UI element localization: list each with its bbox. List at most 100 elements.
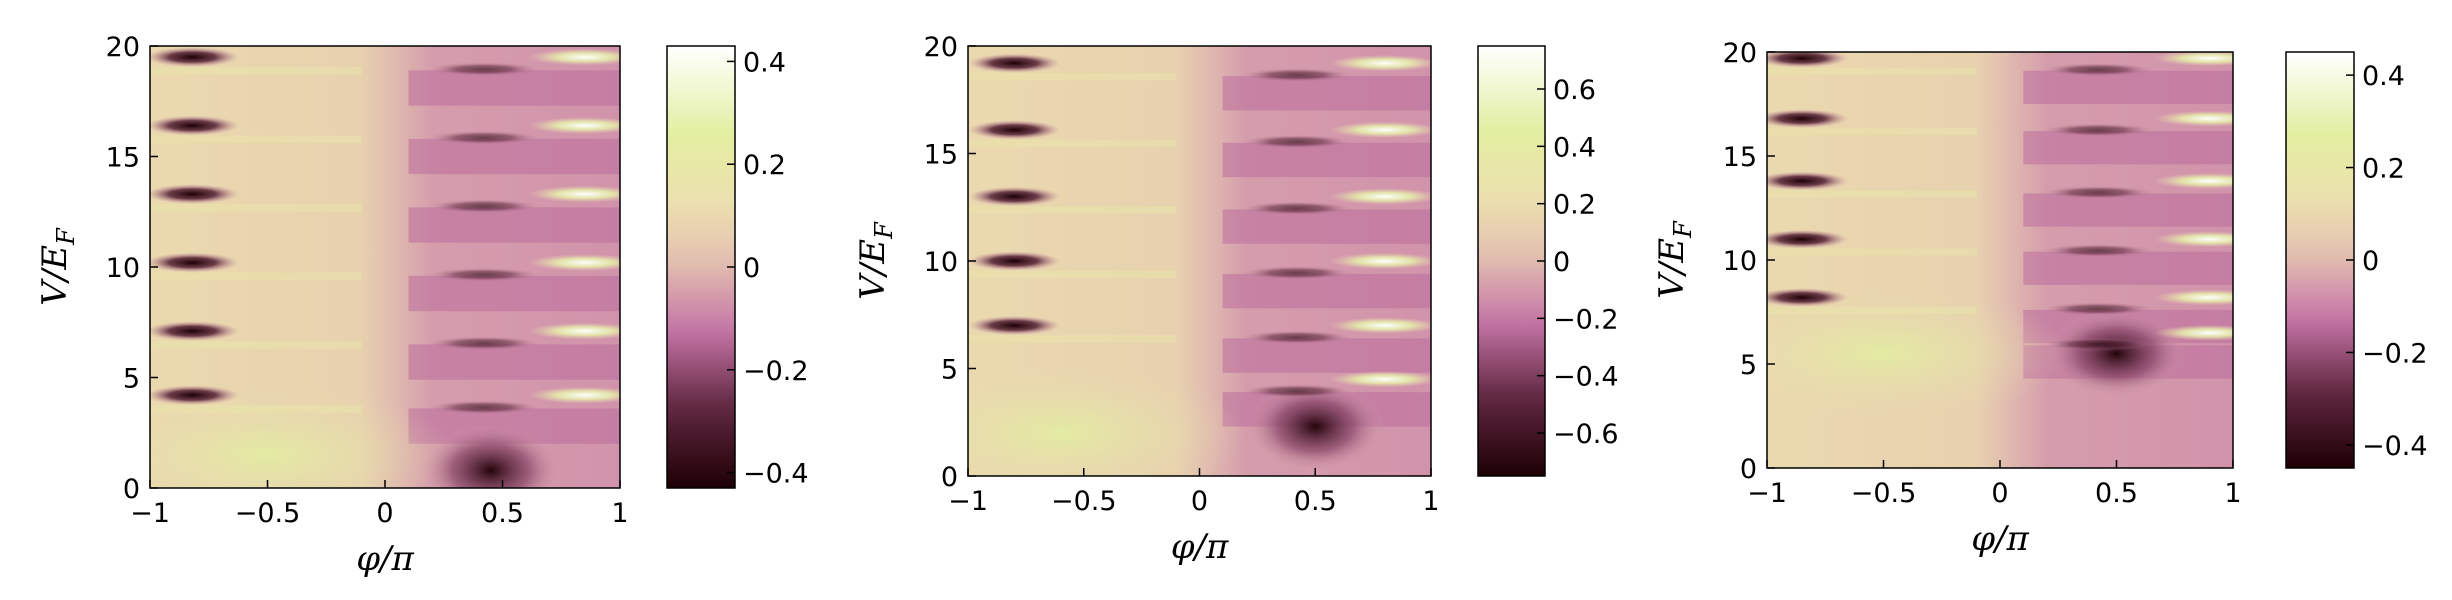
colorbar-tick-label: 0 bbox=[743, 253, 760, 284]
band bbox=[2023, 70, 2233, 104]
band bbox=[1222, 338, 1431, 373]
dark-streak-right bbox=[427, 336, 541, 351]
colorbar-tick-label: −0.2 bbox=[1553, 304, 1619, 335]
colorbar-tick-label: −0.4 bbox=[2362, 431, 2428, 462]
dark-streak-right bbox=[427, 267, 541, 282]
dark-streak bbox=[1767, 52, 1849, 68]
dark-streak-right bbox=[2041, 337, 2154, 351]
dark-blob bbox=[420, 423, 562, 488]
bright-streak bbox=[528, 117, 620, 134]
bright-streak bbox=[528, 322, 620, 340]
y-tick-label: 15 bbox=[1723, 142, 1757, 173]
light-stripe bbox=[150, 405, 362, 413]
heatmap-body bbox=[968, 46, 1431, 476]
heatmap-panel-3: −1 −0.5 0 0.5 105101520φ/πV/EF−0.4−0.200.20.… bbox=[1652, 38, 2428, 559]
colorbar-tick-label: −0.4 bbox=[1553, 362, 1619, 393]
bright-streak bbox=[528, 254, 620, 271]
x-tick-label: 1 bbox=[1422, 486, 1439, 517]
dark-streak-right bbox=[427, 199, 541, 214]
light-stripe bbox=[968, 139, 1177, 148]
dark-streak bbox=[968, 186, 1061, 207]
band bbox=[408, 275, 620, 312]
dark-streak-right bbox=[1241, 384, 1353, 398]
dark-streak bbox=[150, 252, 240, 273]
bright-streak bbox=[2153, 173, 2233, 189]
heatmap-body bbox=[1767, 52, 2233, 468]
colorbar bbox=[1477, 45, 1546, 477]
x-tick-label: 1 bbox=[2224, 478, 2241, 509]
dark-streak-right bbox=[2041, 243, 2154, 258]
x-tick-label: −1 bbox=[130, 498, 170, 529]
colorbar-tick-label: −0.2 bbox=[2362, 338, 2428, 369]
dark-streak-right bbox=[2041, 302, 2154, 316]
bright-streak bbox=[1329, 317, 1431, 334]
dark-streak-right bbox=[2041, 63, 2154, 77]
y-tick-label: 15 bbox=[924, 140, 958, 171]
x-tick-label: 0 bbox=[1191, 486, 1208, 517]
dark-streak bbox=[150, 184, 240, 205]
light-stripe bbox=[968, 270, 1177, 279]
dark-streak-right bbox=[1241, 330, 1353, 345]
y-tick-label: 0 bbox=[941, 462, 958, 493]
x-axis-title: φ/π bbox=[356, 539, 414, 579]
colorbar-tick-label: −0.6 bbox=[1553, 419, 1619, 450]
bright-streak bbox=[528, 386, 620, 404]
y-tick-label: 10 bbox=[1723, 246, 1757, 277]
y-tick-label: 5 bbox=[1740, 350, 1757, 381]
band bbox=[408, 344, 620, 380]
dark-streak bbox=[968, 53, 1061, 73]
bright-streak bbox=[1329, 121, 1431, 139]
dark-blob bbox=[1245, 381, 1385, 472]
bright-streak bbox=[528, 185, 620, 203]
light-stripe bbox=[150, 135, 362, 144]
band bbox=[1222, 142, 1431, 178]
colorbar-tick-label: −0.4 bbox=[743, 459, 809, 490]
light-stripe bbox=[150, 272, 362, 281]
dark-streak bbox=[968, 251, 1061, 271]
x-tick-label: −1 bbox=[1747, 478, 1787, 509]
bright-streak bbox=[2153, 52, 2233, 67]
bright-streak bbox=[1329, 252, 1431, 270]
colorbar bbox=[2285, 51, 2355, 469]
band bbox=[2023, 193, 2233, 227]
y-axis-title: V/EF bbox=[35, 227, 80, 306]
colorbar bbox=[666, 45, 736, 489]
y-tick-label: 0 bbox=[123, 474, 140, 505]
x-tick-label: −0.5 bbox=[1851, 478, 1917, 509]
x-tick-label: −0.5 bbox=[235, 498, 301, 529]
light-stripe bbox=[1767, 248, 1977, 256]
y-tick-label: 20 bbox=[924, 32, 958, 63]
x-tick-label: −0.5 bbox=[1051, 486, 1117, 517]
y-tick-label: 5 bbox=[941, 355, 958, 386]
band bbox=[408, 70, 620, 106]
x-tick-label: 0 bbox=[1991, 478, 2008, 509]
band bbox=[1222, 209, 1431, 244]
y-tick-label: 5 bbox=[123, 364, 140, 395]
x-tick-label: 0.5 bbox=[1294, 486, 1337, 517]
band bbox=[2023, 131, 2233, 165]
dark-streak-right bbox=[1241, 201, 1353, 216]
dark-blob bbox=[2046, 309, 2187, 398]
y-tick-label: 20 bbox=[106, 32, 140, 63]
dark-streak-right bbox=[2041, 185, 2154, 200]
colorbar-tick-label: 0.2 bbox=[743, 150, 786, 181]
y-tick-label: 15 bbox=[106, 143, 140, 174]
bright-streak bbox=[2153, 231, 2233, 248]
bright-streak bbox=[1329, 55, 1431, 72]
dark-streak-right bbox=[1241, 265, 1353, 280]
dark-streak bbox=[150, 321, 240, 342]
heatmap-body bbox=[150, 46, 620, 488]
dark-streak bbox=[1767, 171, 1849, 191]
colorbar-tick-label: 0 bbox=[1553, 247, 1570, 278]
dark-streak bbox=[968, 120, 1061, 140]
light-stripe bbox=[1767, 67, 1977, 75]
dark-streak bbox=[1767, 288, 1849, 307]
dark-streak-right bbox=[1241, 134, 1353, 149]
y-tick-label: 20 bbox=[1723, 38, 1757, 69]
dark-streak bbox=[968, 315, 1061, 336]
x-tick-label: 1 bbox=[611, 498, 628, 529]
light-stripe bbox=[1767, 127, 1977, 136]
dark-streak bbox=[1767, 109, 1849, 128]
bright-streak bbox=[2153, 324, 2233, 341]
x-axis-title: φ/π bbox=[1971, 519, 2029, 559]
